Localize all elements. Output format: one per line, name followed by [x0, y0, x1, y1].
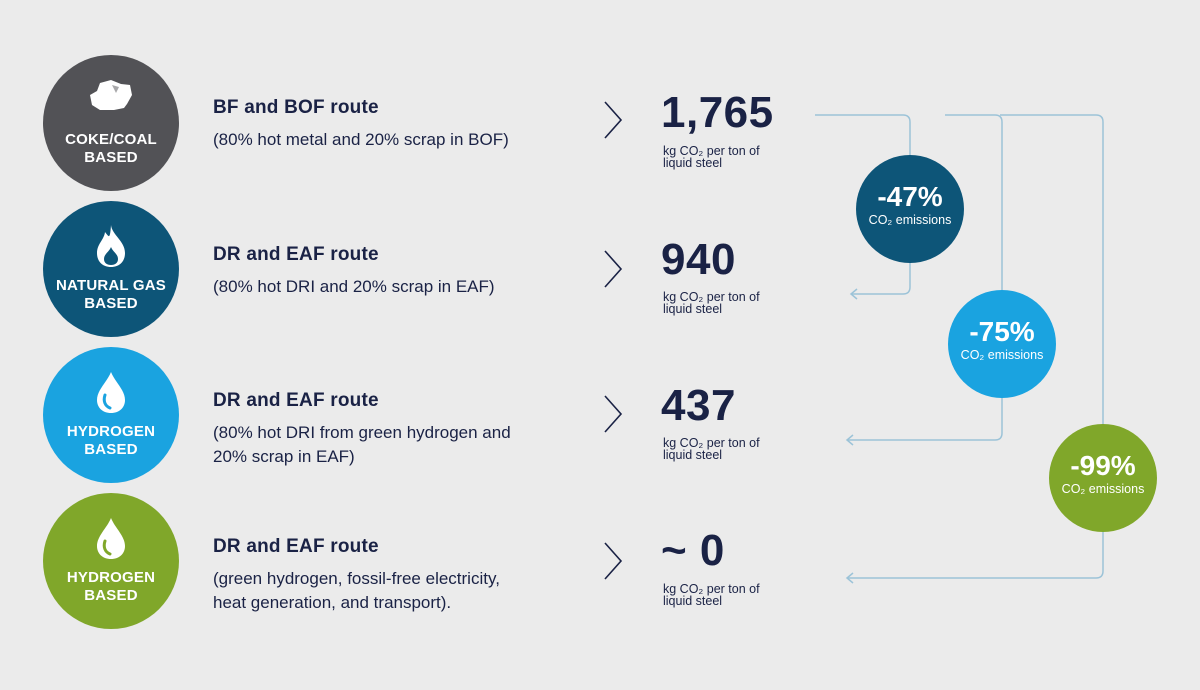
- water-drop-icon: [43, 515, 179, 561]
- flame-icon: [43, 223, 179, 269]
- reduction-percent: -99%: [1070, 450, 1136, 481]
- reduction-label: CO₂ emissions: [868, 213, 952, 227]
- chevron-right-icon: [604, 542, 623, 580]
- coal-icon: [43, 77, 179, 123]
- route-desc-3: (80% hot DRI from green hydrogen and 20%…: [213, 421, 593, 469]
- source-label-line2: BASED: [84, 149, 138, 166]
- source-circle-natural-gas: NATURAL GAS BASED: [43, 201, 179, 337]
- source-circle-hydrogen-2: HYDROGEN BASED: [43, 493, 179, 629]
- source-label-line1: HYDROGEN: [66, 569, 156, 586]
- reduction-badge-99: -99% CO₂ emissions: [1049, 424, 1157, 532]
- route-title-2: DR and EAF route: [213, 244, 379, 265]
- source-label-line2: BASED: [84, 441, 138, 458]
- emission-unit-2: kg CO₂ per ton of liquid steel: [663, 290, 760, 316]
- reduction-label: CO₂ emissions: [960, 348, 1044, 362]
- chevron-right-icon: [604, 250, 623, 288]
- source-circle-coke-coal: COKE/COAL BASED: [43, 55, 179, 191]
- source-label-line2: BASED: [84, 587, 138, 604]
- reduction-percent: -47%: [877, 181, 943, 212]
- arrowhead-75: [845, 434, 854, 446]
- route-desc-2: (80% hot DRI and 20% scrap in EAF): [213, 275, 593, 299]
- route-title-3: DR and EAF route: [213, 390, 379, 411]
- route-desc-4-line1: (green hydrogen, fossil-free electricity…: [213, 569, 500, 588]
- connector-line-75: [848, 114, 1003, 441]
- route-title-1: BF and BOF route: [213, 97, 379, 118]
- route-desc-3-line2: 20% scrap in EAF): [213, 447, 355, 466]
- reduction-percent: -75%: [969, 316, 1035, 347]
- reduction-badge-75: -75% CO₂ emissions: [948, 290, 1056, 398]
- arrowhead-47: [849, 288, 858, 300]
- source-label-line1: COKE/COAL: [65, 131, 157, 148]
- route-title-4: DR and EAF route: [213, 536, 379, 557]
- route-desc-3-line1: (80% hot DRI from green hydrogen and: [213, 423, 511, 442]
- route-desc-1: (80% hot metal and 20% scrap in BOF): [213, 128, 593, 152]
- water-drop-icon: [43, 369, 179, 415]
- route-desc-1-line1: (80% hot metal and 20% scrap in BOF): [213, 130, 509, 149]
- chevron-right-icon: [604, 101, 623, 139]
- route-desc-4-line2: heat generation, and transport).: [213, 593, 452, 612]
- emission-value-4: ~ 0: [661, 526, 725, 575]
- source-label-line1: HYDROGEN: [66, 423, 156, 440]
- emission-unit-4: kg CO₂ per ton of liquid steel: [663, 582, 760, 608]
- arrowhead-99: [845, 572, 854, 584]
- connector-line-99: [848, 114, 1104, 579]
- route-desc-4: (green hydrogen, fossil-free electricity…: [213, 567, 593, 615]
- source-label-line2: BASED: [84, 295, 138, 312]
- reduction-badge-47: -47% CO₂ emissions: [856, 155, 964, 263]
- emission-unit-3: kg CO₂ per ton of liquid steel: [663, 436, 760, 462]
- emission-value-1: 1,765: [661, 88, 774, 137]
- chevron-right-icon: [604, 395, 623, 433]
- route-desc-2-line1: (80% hot DRI and 20% scrap in EAF): [213, 277, 495, 296]
- emission-value-2: 940: [661, 235, 736, 284]
- emission-value-3: 437: [661, 381, 736, 430]
- reduction-label: CO₂ emissions: [1061, 482, 1145, 496]
- emission-unit-1: kg CO₂ per ton of liquid steel: [663, 144, 760, 170]
- source-label-line1: NATURAL GAS: [56, 277, 166, 294]
- source-circle-hydrogen-1: HYDROGEN BASED: [43, 347, 179, 483]
